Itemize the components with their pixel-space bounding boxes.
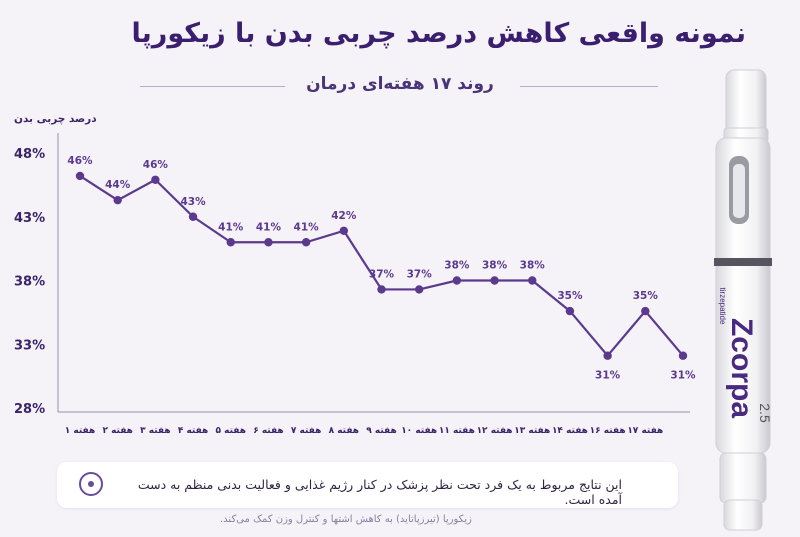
data-point bbox=[75, 171, 85, 181]
data-point bbox=[528, 276, 537, 285]
data-label: 41% bbox=[294, 221, 320, 233]
data-point bbox=[452, 276, 462, 285]
x-tick-label: هفته ۱۶ bbox=[590, 426, 626, 436]
data-label: 41% bbox=[256, 221, 282, 233]
data-point bbox=[565, 306, 575, 316]
y-tick-label: 48% bbox=[14, 147, 45, 162]
info-circle-icon bbox=[79, 472, 103, 496]
data-point bbox=[339, 226, 349, 235]
x-tick-label: هفته ۱۲ bbox=[477, 426, 513, 436]
footer-text: زیکورپا (تیرزپاتاید) به کاهش اشتها و کنت… bbox=[220, 514, 472, 525]
data-point bbox=[188, 212, 198, 221]
pen-brand-label: Zcorpa bbox=[725, 318, 758, 418]
y-tick-label: 43% bbox=[14, 211, 45, 226]
x-tick-label: هفته ۱۳ bbox=[514, 426, 550, 436]
data-point bbox=[414, 285, 424, 294]
y-tick-label: 38% bbox=[14, 275, 45, 290]
info-note: این نتایج مربوط به یک فرد تحت نظر پزشک د… bbox=[57, 462, 678, 508]
x-tick-label: هفته ۴ bbox=[178, 426, 208, 436]
y-axis-label: درصد چربی بدن bbox=[14, 113, 97, 125]
data-point bbox=[151, 175, 160, 184]
data-point bbox=[641, 306, 650, 316]
data-label: 44% bbox=[105, 179, 131, 191]
x-tick-label: هفته ۱۰ bbox=[401, 426, 437, 436]
data-label: 31% bbox=[595, 370, 621, 382]
chart-title: نمونه واقعی کاهش درصد چربی بدن با زیکورپ… bbox=[131, 18, 746, 49]
x-tick-label: هفته ۱۷ bbox=[627, 426, 663, 436]
data-label: 38% bbox=[520, 260, 546, 272]
x-tick-label: هفته ۱۴ bbox=[552, 426, 588, 436]
data-point bbox=[678, 351, 688, 360]
x-tick-label: هفته ۵ bbox=[216, 426, 246, 436]
data-label: 31% bbox=[670, 370, 696, 382]
series-line bbox=[79, 175, 684, 357]
data-point bbox=[113, 195, 122, 205]
data-label: 38% bbox=[444, 260, 470, 272]
x-tick-label: هفته ۱۱ bbox=[439, 426, 475, 436]
data-label: 46% bbox=[67, 155, 93, 167]
x-tick-label: هفته ۲ bbox=[102, 426, 132, 436]
subtitle-divider-left bbox=[140, 86, 285, 87]
data-label: 46% bbox=[143, 159, 169, 171]
x-tick-label: هفته ۳ bbox=[140, 426, 170, 436]
pen-dose-label: 2.5 bbox=[757, 403, 773, 423]
info-note-text: این نتایج مربوط به یک فرد تحت نظر پزشک د… bbox=[137, 477, 622, 507]
chart-subtitle: روند ۱۷ هفته‌ای درمان bbox=[306, 74, 494, 94]
data-label: 37% bbox=[369, 268, 395, 280]
subtitle-row: روند ۱۷ هفته‌ای درمان bbox=[140, 74, 658, 100]
pen-generic-label: tirzepatide bbox=[718, 288, 727, 325]
data-label: 43% bbox=[180, 196, 206, 208]
subtitle-divider-right bbox=[520, 86, 658, 87]
y-tick-label: 33% bbox=[14, 338, 45, 353]
x-tick-label: هفته ۶ bbox=[253, 426, 283, 436]
data-label: 42% bbox=[331, 210, 357, 222]
data-label: 41% bbox=[218, 221, 244, 233]
data-point bbox=[377, 285, 386, 294]
data-label: 35% bbox=[557, 290, 583, 302]
product-pen-image: Zcorpa tirzepatide 2.5 bbox=[668, 68, 778, 533]
data-point bbox=[226, 238, 235, 247]
x-tick-label: هفته ۹ bbox=[366, 426, 396, 436]
x-tick-label: هفته ۸ bbox=[329, 426, 359, 436]
data-point bbox=[490, 276, 499, 285]
data-point bbox=[603, 351, 612, 360]
data-label: 37% bbox=[407, 268, 433, 280]
x-tick-label: هفته ۱ bbox=[65, 426, 95, 436]
x-tick-label: هفته ۷ bbox=[291, 426, 321, 436]
y-tick-label: 28% bbox=[14, 402, 45, 417]
data-point bbox=[264, 238, 273, 247]
data-label: 35% bbox=[633, 290, 659, 302]
data-label: 38% bbox=[482, 260, 508, 272]
data-point bbox=[301, 238, 311, 247]
